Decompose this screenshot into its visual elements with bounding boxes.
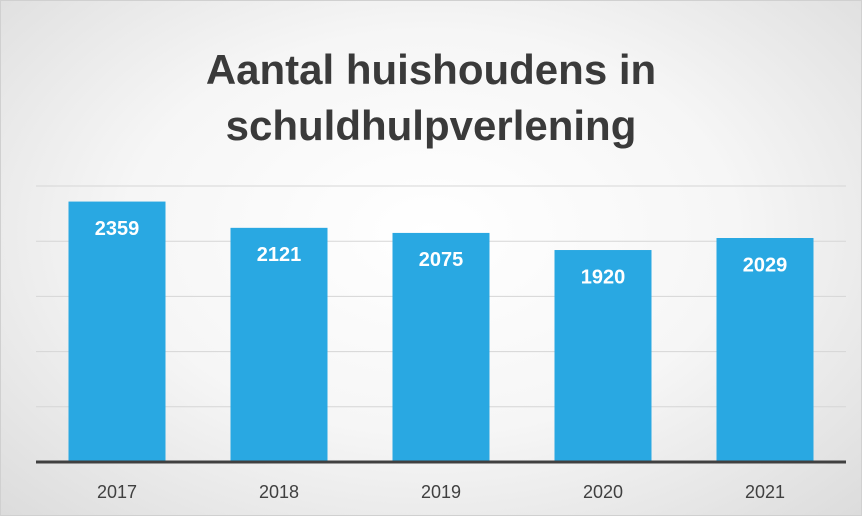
bar xyxy=(554,250,652,462)
x-tick-label: 2021 xyxy=(745,482,785,502)
chart-title: Aantal huishoudens in schuldhulpverlenin… xyxy=(205,46,657,149)
bar xyxy=(230,227,328,462)
bar xyxy=(392,232,490,462)
data-label: 2121 xyxy=(257,244,302,266)
x-tick-label: 2018 xyxy=(259,482,299,502)
data-label: 2075 xyxy=(419,249,464,271)
x-tick-label: 2017 xyxy=(97,482,137,502)
bar xyxy=(716,237,814,462)
data-label: 2359 xyxy=(95,218,140,240)
data-label: 2029 xyxy=(743,254,788,276)
x-tick-label: 2019 xyxy=(421,482,461,502)
bar xyxy=(68,201,166,462)
data-label: 1920 xyxy=(581,266,626,288)
x-tick-label: 2020 xyxy=(583,482,623,502)
